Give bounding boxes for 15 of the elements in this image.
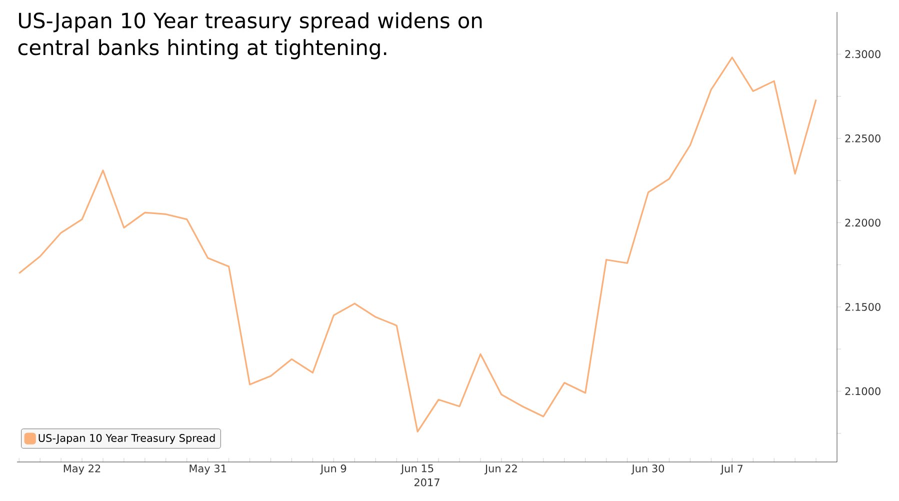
x-tick-label: Jun 22 — [484, 464, 517, 474]
y-tick-label: 2.3000 — [845, 50, 880, 58]
y-tick-label: 2.1500 — [845, 302, 880, 311]
x-axis-title: 2017 — [414, 478, 440, 486]
x-tick-label: Jun 30 — [631, 464, 664, 474]
x-tick-label: Jun 15 — [400, 464, 434, 474]
y-tick-label: 2.2000 — [845, 218, 880, 227]
x-tick-label: Jul 7 — [720, 464, 743, 475]
legend-label: US-Japan 10 Year Treasury Spread — [38, 434, 215, 444]
x-tick-label: May 22 — [64, 464, 100, 474]
x-tick-label: May 31 — [190, 464, 226, 474]
y-tick-label: 2.1000 — [845, 387, 880, 396]
text: US-Japan 10 Year treasury spread widens on central banks hinting at tightening. — [18, 12, 482, 60]
y-tick-label: 2.2500 — [845, 134, 880, 142]
x-tick-label: Jun 9 — [320, 464, 346, 474]
